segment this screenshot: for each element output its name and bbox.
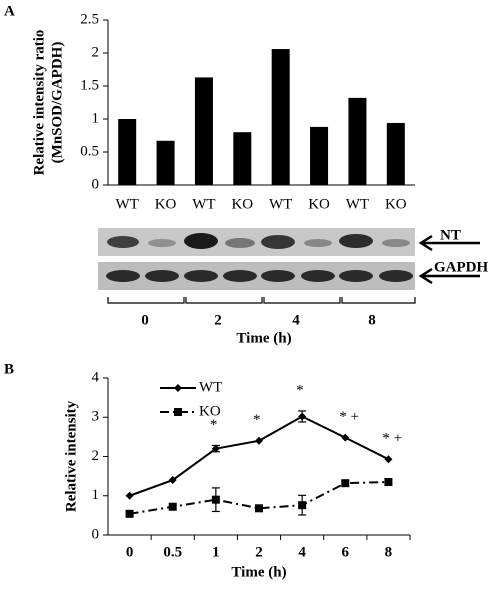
marker (255, 504, 263, 513)
marker (298, 412, 307, 421)
panel-label: A (4, 3, 15, 19)
x-tick-label: WT (116, 196, 139, 212)
x-tick-label: 1 (212, 544, 220, 560)
marker (341, 433, 350, 442)
bar (271, 49, 290, 185)
x-tick-label: WT (346, 196, 369, 212)
marker (211, 495, 220, 504)
y-tick-label: 1 (92, 110, 100, 126)
x-tick-label: KO (308, 196, 330, 212)
bar (310, 126, 329, 185)
y-tick-label: 0.5 (80, 143, 99, 159)
marker (298, 501, 307, 510)
y-axis-title: Relative intensity (63, 400, 79, 512)
bar (348, 97, 367, 185)
y-tick-label: 2 (92, 44, 100, 60)
marker (168, 476, 177, 485)
bar (156, 140, 175, 185)
marker (174, 408, 182, 416)
y-tick-label: 0 (92, 176, 100, 192)
annotation: * (296, 382, 304, 398)
series-line (129, 415, 389, 497)
x-tick-label: KO (385, 196, 407, 212)
annotation: * (210, 417, 218, 433)
time-label: 2 (214, 312, 222, 328)
x-tick-label: WT (192, 196, 215, 212)
panel-label: B (4, 361, 14, 377)
brackets (107, 297, 416, 304)
legend-label: KO (199, 403, 221, 419)
axis-title: Time (h) (236, 330, 291, 346)
y-tick-label: 2 (92, 448, 100, 464)
legend-label: WT (199, 379, 222, 395)
blot-bands (106, 233, 413, 282)
marker (174, 384, 182, 392)
time-label: 4 (292, 312, 300, 328)
bar (386, 122, 405, 185)
y-tick-label: 2.5 (80, 11, 99, 27)
annotation: * + (382, 431, 402, 447)
time-label: 0 (141, 312, 149, 328)
y-tick-label: 1 (92, 487, 100, 503)
marker (168, 502, 177, 511)
annotation: * + (339, 409, 359, 425)
marker (211, 444, 220, 453)
annotation: * (253, 412, 261, 428)
y-axis-title: (MnSOD/GAPDH) (49, 42, 65, 164)
marker (384, 478, 393, 487)
y-tick-label: 3 (92, 409, 100, 425)
x-axis-title: Time (h) (231, 564, 286, 580)
y-tick-label: 0 (92, 526, 100, 542)
x-tick-label: KO (231, 196, 253, 212)
x-tick-label: 0.5 (163, 544, 182, 560)
marker (341, 479, 350, 488)
marker (255, 436, 263, 445)
x-tick-label: 4 (298, 544, 306, 560)
y-tick-label: 1.5 (80, 77, 99, 93)
y-axis-title: Relative intensity ratio (31, 30, 47, 176)
bar (194, 77, 213, 185)
y-tick-label: 4 (92, 369, 100, 385)
bar (233, 132, 252, 185)
x-tick-label: KO (155, 196, 177, 212)
x-tick-label: 2 (255, 544, 263, 560)
time-label: 8 (368, 312, 376, 328)
bar (118, 119, 137, 185)
blot-arrows (418, 234, 480, 285)
x-tick-label: 6 (342, 544, 350, 560)
band-label: GAPDH (434, 259, 488, 275)
blot: NT GAPDH 0 2 4 8 Time (h) (98, 227, 488, 346)
x-tick-label: 8 (385, 544, 393, 560)
marker (125, 491, 134, 500)
marker (125, 509, 134, 518)
band-label: NT (440, 227, 461, 243)
x-tick-label: WT (269, 196, 292, 212)
x-tick-label: 0 (126, 544, 134, 560)
marker (384, 455, 393, 464)
